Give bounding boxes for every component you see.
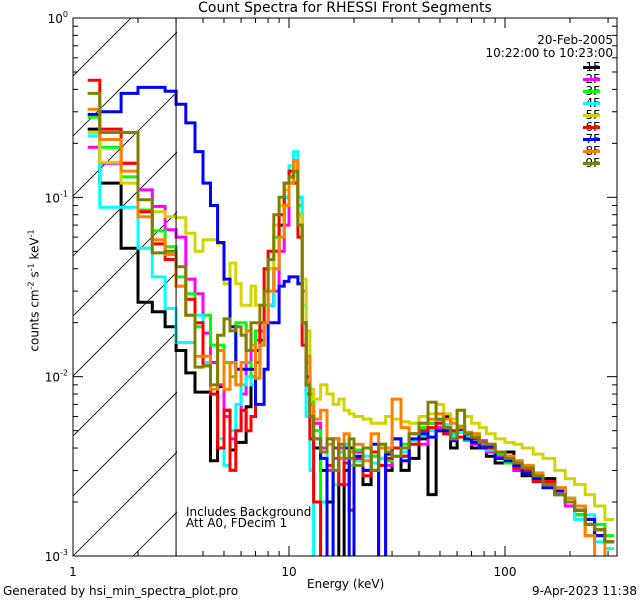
series-line-4F	[87, 134, 615, 556]
annotation-background: Includes Background	[186, 505, 312, 519]
ylabel-part: keV	[27, 237, 42, 264]
series-line-9F	[87, 91, 615, 544]
ylabel-exp: -1	[26, 229, 36, 238]
y-tick-base: 10	[45, 371, 60, 385]
y-tick-base: 10	[48, 12, 63, 26]
hatch-line	[73, 211, 177, 317]
series-line-2F	[87, 145, 615, 556]
y-tick-exp: -1	[60, 189, 68, 198]
date-label: 20-Feb-2005	[537, 33, 613, 47]
hatched-region	[0, 18, 177, 556]
generated-by-label: Generated by hsi_min_spectra_plot.pro	[3, 584, 239, 598]
y-tick-exp: -3	[60, 548, 68, 557]
plot-frame	[72, 17, 618, 557]
ylabel-part: counts cm	[27, 289, 42, 352]
legend-swatch-9F	[583, 162, 600, 165]
x-tick-label: 10	[281, 565, 296, 579]
y-tick-label: 100	[48, 10, 68, 26]
y-tick-base: 10	[45, 550, 60, 564]
y-tick-exp: 0	[63, 10, 68, 19]
legend-swatch-5F	[583, 114, 600, 117]
legend-swatch-4F	[583, 102, 600, 105]
hatch-line	[0, 18, 11, 556]
series-line-3F	[87, 115, 615, 556]
ylabel-exp: -2	[26, 281, 36, 290]
legend-swatch-7F	[583, 138, 600, 141]
series-line-1F	[87, 127, 615, 556]
y-tick-label: 10-1	[45, 189, 68, 205]
hatch-line	[73, 331, 177, 437]
x-tick-label: 1	[69, 565, 77, 579]
time-range-label: 10:22:00 to 10:23:00	[485, 46, 613, 60]
hatch-line	[73, 391, 177, 497]
chart-title: Count Spectra for RHESSI Front Segments	[198, 0, 492, 16]
x-tick-label: 100	[494, 565, 517, 579]
y-tick-label: 10-3	[45, 548, 68, 564]
legend-swatch-2F	[583, 78, 600, 81]
series-group	[87, 78, 615, 556]
x-axis-label: Energy (keV)	[307, 577, 385, 591]
ylabel-exp: -1	[26, 263, 36, 272]
legend-swatch-6F	[583, 126, 600, 129]
hatch-line	[73, 31, 177, 137]
annotation-attenuator: Att A0, FDecim 1	[186, 516, 288, 530]
hatch-line	[73, 451, 177, 556]
legend-swatch-3F	[583, 90, 600, 93]
timestamp-label: 9-Apr-2023 11:38	[532, 584, 637, 598]
y-tick-base: 10	[45, 191, 60, 205]
series-line-6F	[87, 78, 615, 556]
hatch-line	[73, 91, 177, 197]
series-line-8F	[87, 107, 615, 556]
ylabel-part: s	[27, 271, 42, 282]
legend-swatch-8F	[583, 150, 600, 153]
y-axis-label: counts cm-2 s-1 keV-1	[25, 206, 42, 376]
legend-swatch-1F	[583, 66, 600, 69]
hatch-line	[73, 271, 177, 377]
y-tick-label: 10-2	[45, 369, 68, 385]
y-tick-exp: -2	[60, 369, 68, 378]
hatch-line	[73, 18, 132, 77]
